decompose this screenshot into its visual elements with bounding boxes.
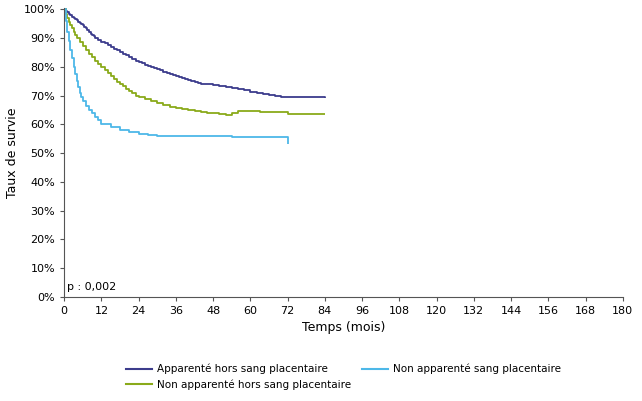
Apparenté hors sang placentaire bbox=[321, 95, 329, 100]
Non apparenté sang placentaire bbox=[74, 79, 82, 84]
Non apparenté sang placentaire bbox=[76, 85, 83, 89]
Line: Non apparenté hors sang placentaire: Non apparenté hors sang placentaire bbox=[64, 10, 325, 115]
Non apparenté hors sang placentaire bbox=[147, 99, 155, 103]
Non apparenté hors sang placentaire bbox=[67, 19, 74, 24]
Apparenté hors sang placentaire bbox=[150, 66, 158, 71]
Non apparenté sang placentaire bbox=[91, 111, 99, 116]
X-axis label: Temps (mois): Temps (mois) bbox=[302, 321, 385, 334]
Apparenté hors sang placentaire bbox=[284, 94, 291, 99]
Non apparenté hors sang placentaire bbox=[178, 106, 186, 111]
Non apparenté hors sang placentaire bbox=[197, 109, 205, 113]
Apparenté hors sang placentaire bbox=[62, 8, 69, 13]
Non apparenté sang placentaire bbox=[284, 134, 291, 139]
Non apparenté sang placentaire bbox=[284, 142, 291, 147]
Non apparenté hors sang placentaire bbox=[119, 84, 127, 89]
Line: Apparenté hors sang placentaire: Apparenté hors sang placentaire bbox=[64, 10, 325, 98]
Legend: Apparenté hors sang placentaire, Non apparenté hors sang placentaire, Non appare: Apparenté hors sang placentaire, Non app… bbox=[122, 360, 565, 394]
Non apparenté sang placentaire bbox=[89, 107, 96, 112]
Apparenté hors sang placentaire bbox=[62, 7, 69, 12]
Non apparenté sang placentaire bbox=[135, 130, 143, 134]
Apparenté hors sang placentaire bbox=[141, 62, 149, 67]
Apparenté hors sang placentaire bbox=[166, 71, 173, 76]
Text: p : 0,002: p : 0,002 bbox=[67, 282, 117, 292]
Non apparenté hors sang placentaire bbox=[60, 7, 68, 12]
Non apparenté hors sang placentaire bbox=[321, 112, 329, 117]
Line: Non apparenté sang placentaire: Non apparenté sang placentaire bbox=[64, 10, 288, 144]
Non apparenté sang placentaire bbox=[60, 7, 68, 12]
Y-axis label: Taux de survie: Taux de survie bbox=[6, 107, 19, 198]
Non apparenté hors sang placentaire bbox=[221, 112, 229, 117]
Non apparenté hors sang placentaire bbox=[89, 51, 96, 56]
Apparenté hors sang placentaire bbox=[60, 7, 68, 12]
